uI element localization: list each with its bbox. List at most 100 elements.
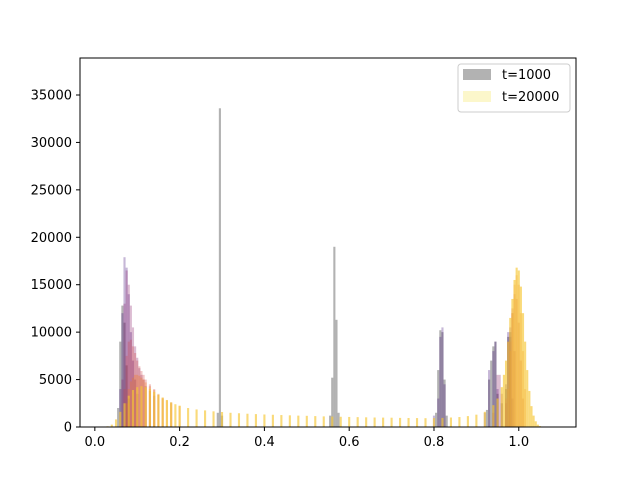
histogram-bar (348, 416, 351, 427)
legend-label: t=1000 (502, 68, 551, 83)
y-tick-label: 10000 (31, 326, 72, 341)
axes: 0.0 0.2 0.4 0.6 0.8 1.0 0 5000 10000 15000 20000 25… (31, 57, 577, 450)
histogram-bar (125, 403, 128, 427)
histogram-bar (415, 418, 419, 427)
histogram-bar (129, 305, 132, 427)
histogram-bar (335, 319, 338, 427)
legend-swatch (463, 69, 491, 80)
histogram-bar (322, 416, 325, 427)
histogram-bar (373, 417, 376, 427)
histogram-bar (513, 279, 516, 427)
histogram-bar (119, 411, 122, 427)
histogram-bar (521, 313, 525, 427)
legend-swatch (463, 91, 491, 102)
x-tick-label: 1.0 (508, 435, 529, 450)
y-tick-label: 25000 (31, 183, 72, 198)
histogram-bar (509, 317, 512, 427)
histogram-bar (458, 417, 461, 427)
histogram-bar (288, 415, 291, 427)
y-tick-label: 5000 (39, 373, 72, 388)
legend-box (457, 63, 571, 113)
histogram-bar (492, 405, 495, 427)
histogram-bar (246, 413, 249, 427)
histogram-bar (129, 381, 132, 427)
histogram-bar (254, 414, 257, 427)
histogram-bar (524, 341, 527, 427)
histogram-bar (536, 424, 539, 427)
histogram-bar (127, 294, 130, 427)
histogram-bar (492, 346, 495, 427)
histogram-bar (314, 416, 317, 427)
histogram-bar (157, 394, 160, 427)
legend-label: t=20000 (502, 90, 559, 105)
histogram-bar (475, 414, 478, 427)
histogram-bar (424, 418, 427, 427)
histogram-bar (511, 298, 514, 427)
histogram-bar (519, 286, 522, 427)
histogram-bar (134, 346, 137, 427)
histogram-bar (488, 370, 491, 427)
histogram-bar (144, 387, 147, 427)
histogram-bar (117, 408, 120, 427)
histogram-bar (123, 322, 126, 427)
histogram-bar (439, 330, 442, 427)
histogram-bar (140, 386, 143, 427)
histogram-bar (399, 417, 402, 427)
histogram-bar (432, 418, 436, 427)
histogram-bar (178, 405, 181, 427)
histogram-bar (333, 246, 336, 427)
histogram-bars (106, 108, 544, 427)
histogram-bar (443, 379, 446, 427)
histogram-bar (131, 327, 135, 427)
histogram-bar (125, 365, 128, 427)
histogram-bar (492, 351, 495, 427)
histogram-bar (494, 341, 497, 427)
histogram-bar (174, 404, 177, 427)
histogram-bar (148, 389, 152, 427)
histogram-bar (331, 416, 334, 427)
histogram-bar (125, 267, 128, 427)
histogram-bar (483, 411, 486, 427)
histogram-bar (129, 332, 132, 427)
histogram-bar (165, 399, 168, 427)
histogram-bar (441, 332, 444, 427)
y-tick-label: 0 (64, 421, 72, 436)
histogram-bar (445, 415, 448, 427)
histogram-bar (485, 409, 489, 427)
histogram-bar (216, 412, 219, 427)
histogram-bar (356, 417, 359, 427)
histogram-bar (125, 270, 128, 427)
histogram-bar (530, 406, 533, 427)
histogram-bar (195, 409, 198, 427)
histogram-bar (237, 413, 241, 427)
histogram-bar (127, 395, 130, 427)
histogram-bar (127, 284, 130, 427)
histogram-bar (204, 410, 207, 427)
y-tick-label: 15000 (31, 278, 72, 293)
histogram-bar (331, 377, 334, 427)
histogram-bar (382, 417, 385, 427)
y-tick-label: 35000 (31, 88, 72, 103)
legend: t=1000 t=20000 (457, 63, 571, 113)
x-tick-label: 0.0 (84, 435, 105, 450)
histogram-bar (220, 412, 224, 427)
histogram-bar (526, 370, 529, 427)
histogram-bar (507, 341, 510, 427)
histogram-bar (337, 412, 340, 427)
histogram-bar (500, 387, 503, 427)
histogram-bar (125, 355, 128, 427)
histogram-bar (127, 341, 130, 427)
histogram-bar (123, 303, 126, 427)
histogram-bar (329, 415, 332, 427)
histogram-bar (138, 366, 141, 427)
histogram-bar (498, 374, 501, 427)
histogram-bar (131, 390, 135, 427)
histogram-bar (271, 414, 274, 427)
histogram-bar (449, 417, 452, 427)
histogram-bar (488, 379, 491, 427)
histogram-bar (114, 419, 118, 427)
histogram-bar (339, 416, 342, 427)
y-tick-label: 30000 (31, 136, 72, 151)
histogram-bar (134, 379, 137, 427)
histogram-bar (142, 379, 145, 427)
